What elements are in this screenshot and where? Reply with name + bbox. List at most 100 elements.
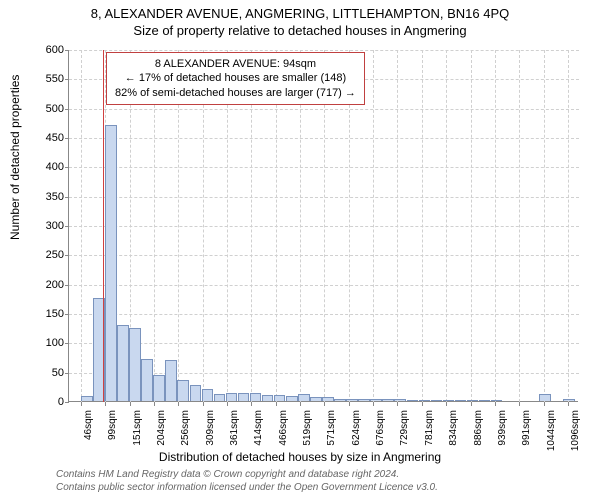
ytick-label: 400 <box>24 161 64 173</box>
ytick-label: 250 <box>24 249 64 261</box>
xtick-label: 624sqm <box>351 410 362 446</box>
xtick-mark <box>397 402 398 406</box>
xtick-mark <box>105 402 106 406</box>
histogram-bar <box>190 385 202 401</box>
histogram-bar <box>274 395 286 401</box>
ytick-mark <box>65 314 69 315</box>
xtick-mark <box>446 402 447 406</box>
xtick-mark <box>544 402 545 406</box>
histogram-bar <box>202 389 214 401</box>
xtick-mark <box>373 402 374 406</box>
xtick-label: 309sqm <box>205 410 216 446</box>
chart-container: { "title_main": "8, ALEXANDER AVENUE, AN… <box>0 0 600 500</box>
histogram-bar <box>431 400 443 401</box>
histogram-bar <box>117 325 129 401</box>
gridline-v <box>446 50 447 402</box>
footer: Contains HM Land Registry data © Crown c… <box>56 469 438 494</box>
ytick-label: 50 <box>24 367 64 379</box>
histogram-bar <box>479 400 491 401</box>
ytick-label: 350 <box>24 191 64 203</box>
ytick-label: 150 <box>24 308 64 320</box>
footer-line1: Contains HM Land Registry data © Crown c… <box>56 469 438 482</box>
annotation-line3: 82% of semi-detached houses are larger (… <box>115 86 356 100</box>
xtick-label: 991sqm <box>521 410 532 446</box>
histogram-bar <box>129 328 141 401</box>
xtick-mark <box>203 402 204 406</box>
histogram-bar <box>419 400 431 401</box>
annotation-box: 8 ALEXANDER AVENUE: 94sqm ← 17% of detac… <box>106 52 365 105</box>
histogram-bar <box>214 394 226 401</box>
ytick-mark <box>65 343 69 344</box>
xtick-label: 414sqm <box>253 410 264 446</box>
histogram-bar <box>455 400 467 401</box>
xtick-label: 939sqm <box>497 410 508 446</box>
ytick-mark <box>65 167 69 168</box>
histogram-bar <box>491 400 503 401</box>
ytick-mark <box>65 197 69 198</box>
histogram-bar <box>238 393 250 401</box>
histogram-bar <box>382 399 394 401</box>
ytick-mark <box>65 285 69 286</box>
histogram-bar <box>81 396 93 401</box>
xtick-mark <box>471 402 472 406</box>
xtick-mark <box>81 402 82 406</box>
title-main: 8, ALEXANDER AVENUE, ANGMERING, LITTLEHA… <box>0 0 600 21</box>
annotation-line1: 8 ALEXANDER AVENUE: 94sqm <box>115 57 356 71</box>
histogram-bar <box>467 400 479 401</box>
histogram-bar <box>358 399 370 401</box>
gridline-v <box>471 50 472 402</box>
marker-line <box>103 50 104 402</box>
histogram-bar <box>407 400 419 401</box>
histogram-bar <box>177 380 189 401</box>
ytick-mark <box>65 402 69 403</box>
xtick-label: 151sqm <box>132 410 143 446</box>
ytick-label: 450 <box>24 132 64 144</box>
xtick-mark <box>154 402 155 406</box>
annotation-line2: ← 17% of detached houses are smaller (14… <box>115 71 356 85</box>
xtick-label: 1044sqm <box>546 410 557 451</box>
histogram-bar <box>539 394 551 401</box>
ytick-mark <box>65 373 69 374</box>
ytick-mark <box>65 255 69 256</box>
xtick-mark <box>300 402 301 406</box>
xtick-mark <box>130 402 131 406</box>
xtick-mark <box>349 402 350 406</box>
histogram-bar <box>226 393 238 401</box>
xtick-label: 676sqm <box>375 410 386 446</box>
ytick-mark <box>65 109 69 110</box>
xtick-mark <box>178 402 179 406</box>
histogram-bar <box>250 393 262 401</box>
xtick-label: 466sqm <box>278 410 289 446</box>
ytick-label: 200 <box>24 279 64 291</box>
histogram-bar <box>141 359 153 401</box>
ytick-label: 300 <box>24 220 64 232</box>
xtick-label: 204sqm <box>156 410 167 446</box>
histogram-bar <box>346 399 358 401</box>
histogram-bar <box>153 375 165 401</box>
title-sub: Size of property relative to detached ho… <box>0 23 600 38</box>
ytick-label: 500 <box>24 103 64 115</box>
histogram-bar <box>334 399 346 401</box>
histogram-bar <box>310 397 322 401</box>
chart-plot: 8 ALEXANDER AVENUE: 94sqm ← 17% of detac… <box>68 50 578 402</box>
ytick-label: 0 <box>24 396 64 408</box>
xtick-mark <box>495 402 496 406</box>
xtick-mark <box>324 402 325 406</box>
histogram-bar <box>394 399 406 401</box>
ytick-label: 600 <box>24 44 64 56</box>
ytick-mark <box>65 50 69 51</box>
ytick-label: 100 <box>24 337 64 349</box>
xtick-label: 729sqm <box>399 410 410 446</box>
gridline-v <box>422 50 423 402</box>
histogram-bar <box>443 400 455 401</box>
gridline-v <box>397 50 398 402</box>
xtick-label: 886sqm <box>473 410 484 446</box>
xtick-label: 361sqm <box>229 410 240 446</box>
histogram-bar <box>370 399 382 401</box>
gridline-v <box>519 50 520 402</box>
xtick-label: 781sqm <box>424 410 435 446</box>
gridline-v <box>544 50 545 402</box>
xtick-label: 46sqm <box>83 410 94 440</box>
xtick-label: 519sqm <box>302 410 313 446</box>
ytick-mark <box>65 138 69 139</box>
